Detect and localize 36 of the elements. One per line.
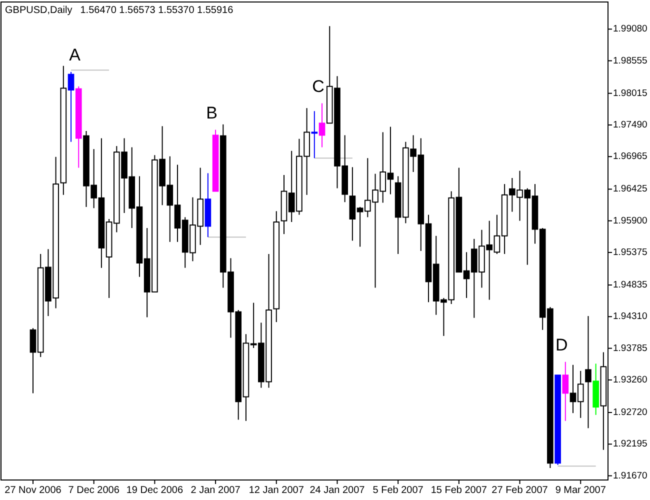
x-tick-label: 5 Feb 2007 [372, 485, 424, 496]
y-tick-label: 1.93260 [613, 374, 648, 386]
y-tick-label: 1.91670 [613, 470, 648, 482]
y-tick-label: 1.95375 [613, 246, 648, 258]
annotation: D [555, 335, 568, 354]
y-tick-label: 1.96965 [613, 151, 648, 162]
y-tick-label: 1.94310 [613, 311, 648, 322]
y-tick-label: 1.92720 [613, 406, 648, 418]
y-tick-label: 1.97490 [613, 119, 648, 130]
y-tick-label: 1.96425 [613, 184, 648, 195]
x-tick-label: 19 Dec 2006 [126, 485, 184, 496]
y-tick-label: 1.93785 [613, 342, 648, 354]
annotation: C [312, 76, 324, 96]
y-tick-label: 1.95900 [613, 215, 648, 226]
x-tick-label: 2 Jan 2007 [190, 485, 241, 496]
candlestick [585, 316, 592, 429]
annotation: B [206, 103, 218, 122]
candlestick [318, 102, 326, 148]
x-tick-label: 9 Mar 2007 [555, 485, 606, 496]
x-tick-label: 12 Jan 2007 [248, 485, 304, 496]
x-tick-label: 15 Feb 2007 [430, 485, 488, 496]
candlestick [68, 71, 74, 142]
x-tick-label: 7 Dec 2006 [68, 485, 120, 496]
x-tick-label: 24 Jan 2007 [310, 485, 366, 496]
annotation: A [69, 45, 82, 64]
y-tick-label: 1.99080 [613, 24, 648, 35]
x-tick-label: 27 Feb 2007 [492, 485, 548, 496]
y-tick-label: 1.98015 [613, 88, 648, 99]
candlestick [562, 361, 569, 422]
chart-title: GBPUSD,Daily [5, 5, 72, 16]
y-tick-label: 1.94835 [613, 280, 648, 291]
y-tick-label: 1.92195 [613, 438, 648, 450]
y-tick-label: 1.98555 [613, 55, 648, 66]
chart-subtitle: 1.56470 1.56573 1.55370 1.55916 [80, 5, 234, 16]
x-tick-label: 27 Nov 2006 [4, 485, 62, 496]
candlestick [311, 110, 318, 159]
